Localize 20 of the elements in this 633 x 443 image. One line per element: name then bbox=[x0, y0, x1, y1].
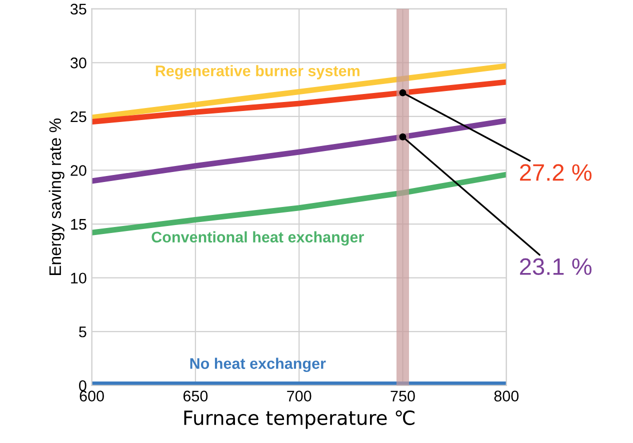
y-tick-label: 35 bbox=[70, 4, 86, 15]
y-tick-label: 5 bbox=[79, 326, 86, 338]
y-tick-label: 25 bbox=[70, 111, 86, 122]
y-tick-label: 15 bbox=[71, 219, 86, 230]
y-axis-title: Energy saving rate % bbox=[48, 118, 64, 275]
annotation: 23.1 % bbox=[520, 258, 592, 276]
x-tick-label: 800 bbox=[494, 390, 519, 402]
y-tick-label: 20 bbox=[70, 165, 86, 176]
x-tick-label: 750 bbox=[390, 390, 415, 402]
series-label: Conventional heat exchanger bbox=[152, 231, 364, 246]
y-tick-label: 10 bbox=[71, 272, 86, 284]
x-tick-label: 600 bbox=[80, 390, 104, 402]
series-label: Regenerative burner system bbox=[156, 65, 360, 80]
y-tick-label: 0 bbox=[79, 380, 86, 392]
series-label: No heat exchanger bbox=[190, 358, 326, 372]
x-axis-title: Furnace temperature ℃ bbox=[184, 410, 414, 429]
x-tick-label: 700 bbox=[287, 390, 312, 402]
y-tick-label: 30 bbox=[70, 58, 86, 68]
x-tick-label: 650 bbox=[183, 390, 208, 402]
annotation: 27.2 % bbox=[520, 164, 592, 181]
